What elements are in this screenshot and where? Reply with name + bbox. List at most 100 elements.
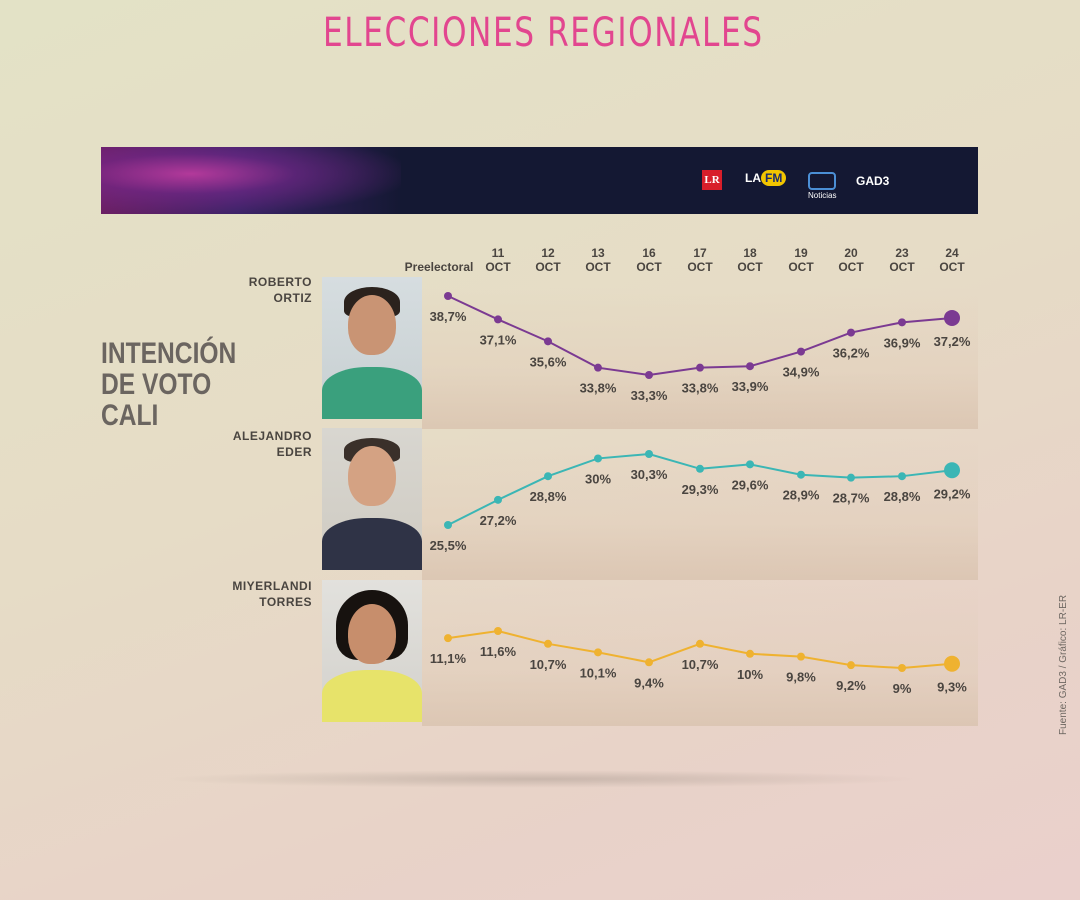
series-endpoint [944, 309, 960, 326]
data-point [847, 328, 855, 337]
candidate-photo-torres [322, 580, 422, 722]
candidate-photo-ortiz [322, 277, 422, 419]
data-point [645, 658, 653, 667]
data-label: 34,9% [783, 365, 820, 380]
data-point [444, 634, 452, 643]
candidate-name-eder: ALEJANDRO EDER [192, 428, 312, 460]
data-label: 29,3% [682, 482, 719, 497]
x-tick-label-day: 18 [743, 246, 757, 260]
data-label: 28,8% [530, 489, 567, 504]
x-tick-label-month: OCT [889, 260, 915, 274]
la-fm-logo-fm: FM [761, 170, 787, 186]
x-tick-label-month: OCT [485, 260, 511, 274]
rcn-noticias-logo: Noticias [808, 172, 836, 200]
banner-artwork [101, 147, 401, 214]
data-label: 37,2% [934, 334, 971, 349]
data-point [594, 454, 602, 463]
x-tick-label-day: 19 [794, 246, 808, 260]
candidate-first-name: ROBERTO [248, 275, 312, 289]
photo-blouse [322, 670, 422, 722]
data-label: 36,9% [884, 335, 921, 350]
data-point [898, 664, 906, 672]
data-point [746, 460, 754, 469]
data-label: 9,2% [836, 678, 866, 693]
data-point [746, 649, 754, 658]
candidate-first-name: MIYERLANDI [232, 579, 312, 593]
data-point [898, 318, 906, 327]
x-tick-label-month: OCT [788, 260, 814, 274]
data-label: 10,7% [682, 657, 719, 672]
data-point [797, 652, 805, 661]
data-label: 10,1% [580, 665, 617, 680]
photo-shirt [322, 367, 422, 419]
data-label: 11,1% [430, 651, 467, 666]
data-label: 27,2% [480, 513, 517, 528]
data-label: 28,7% [833, 491, 870, 506]
x-tick-label-day: 13 [591, 246, 605, 260]
x-tick-label-month: OCT [838, 260, 864, 274]
candidate-name-torres: MIYERLANDI TORRES [192, 578, 312, 610]
photo-shirt [322, 518, 422, 570]
source-note: Fuente: GAD3 / Gráfico: LR-ER [1058, 594, 1069, 735]
x-tick-label-month: OCT [737, 260, 763, 274]
rcn-logo-icon [808, 172, 837, 190]
x-tick-label-day: 16 [642, 246, 656, 260]
series-line [447, 295, 953, 377]
data-point [544, 337, 552, 346]
x-tick-label-day: 11 [492, 246, 505, 260]
data-point [797, 470, 805, 479]
data-label: 29,2% [934, 486, 971, 501]
data-point [696, 363, 704, 372]
data-label: 33,3% [631, 388, 668, 403]
chart-panel-ortiz [422, 287, 978, 429]
x-tick-label-month: OCT [687, 260, 713, 274]
data-label: 29,6% [732, 477, 769, 492]
data-point [898, 472, 906, 481]
banner-title: ELECCIONES REGIONALES [323, 10, 764, 56]
data-label: 28,9% [783, 488, 820, 503]
data-point [594, 363, 602, 372]
data-point [645, 371, 653, 379]
data-label: 30,3% [631, 467, 668, 482]
la-fm-logo-la: LA [745, 171, 761, 185]
x-tick-label-month: OCT [535, 260, 561, 274]
candidate-last-name: TORRES [259, 595, 312, 609]
data-point [444, 521, 452, 529]
series-endpoint [944, 655, 960, 672]
series-endpoint [944, 462, 960, 479]
data-point [594, 648, 602, 657]
header-banner [101, 147, 978, 214]
data-label: 9% [893, 681, 912, 696]
data-label: 9,3% [937, 680, 967, 695]
data-point [645, 450, 653, 458]
x-tick-label-month: OCT [939, 260, 965, 274]
data-label: 30% [585, 471, 611, 486]
candidate-first-name: ALEJANDRO [232, 429, 312, 443]
x-tick-label-day: 24 [945, 246, 959, 260]
data-point [494, 495, 502, 504]
chart-panel-eder [422, 438, 978, 580]
data-label: 9,8% [786, 670, 816, 685]
data-label: 38,7% [430, 309, 467, 324]
chart-panel-torres [422, 584, 978, 726]
data-label: 33,9% [732, 379, 769, 394]
x-tick-label-month: OCT [636, 260, 662, 274]
x-tick-label-day: 12 [541, 246, 555, 260]
la-fm-logo: LA FM [745, 170, 787, 186]
photo-face [348, 604, 396, 664]
side-title: INTENCIÓN DE VOTO CALI [101, 337, 237, 432]
data-label: 11,6% [480, 644, 517, 659]
data-point [847, 661, 855, 670]
data-point [494, 315, 502, 324]
drop-shadow [160, 770, 920, 788]
data-point [444, 292, 452, 300]
candidate-last-name: ORTIZ [273, 291, 312, 305]
x-tick-label-day: 17 [693, 246, 707, 260]
candidate-photo-eder [322, 428, 422, 570]
data-point [746, 362, 754, 371]
data-label: 10,7% [530, 657, 567, 672]
data-point [544, 639, 552, 648]
data-label: 36,2% [833, 346, 870, 361]
data-point [847, 473, 855, 482]
data-label: 25,5% [430, 538, 467, 553]
